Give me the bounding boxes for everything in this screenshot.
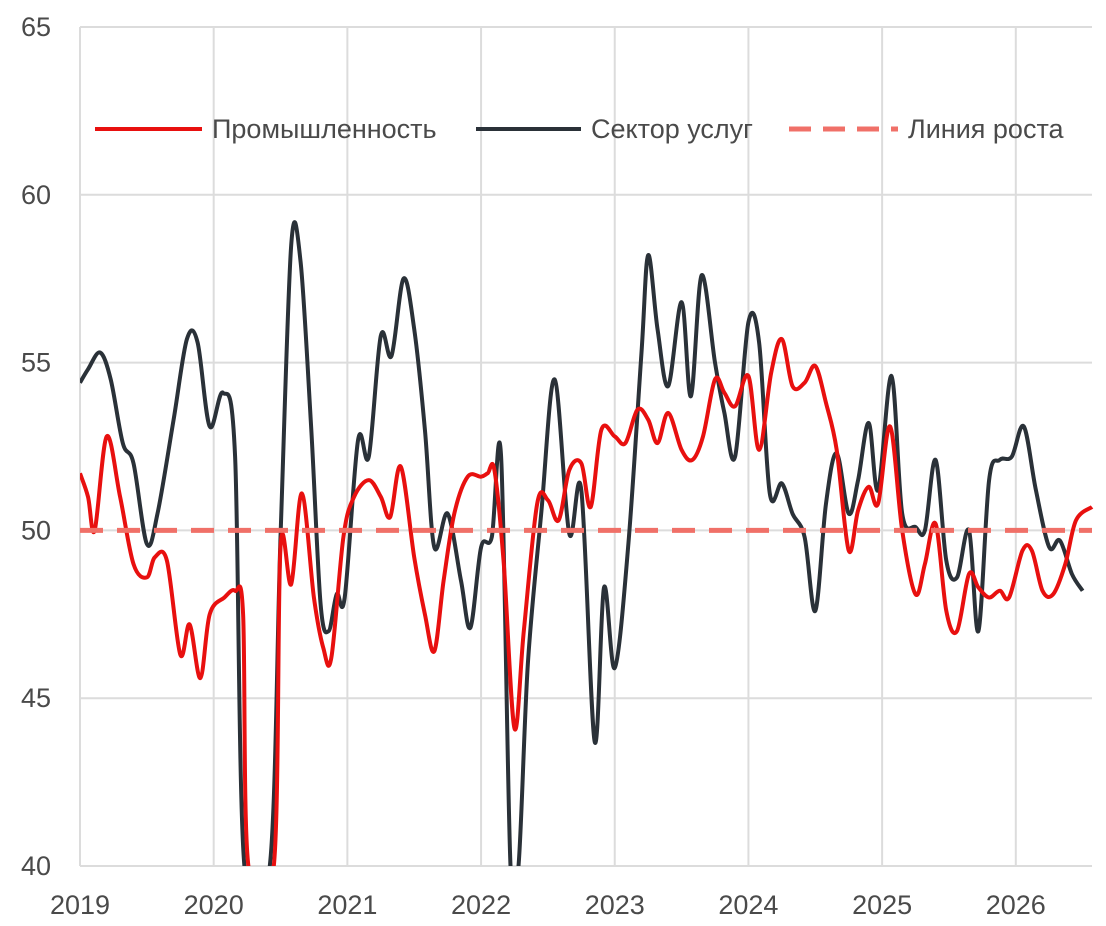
y-tick-label: 55 (21, 348, 51, 378)
legend-label-1: Сектор услуг (591, 114, 753, 144)
series-line-1 (80, 220, 1085, 866)
x-tick-label: 2026 (986, 890, 1046, 920)
x-tick-label: 2023 (585, 890, 645, 920)
grid (79, 26, 1092, 867)
series-lines (80, 220, 1094, 866)
y-tick-label: 45 (21, 683, 51, 713)
series-line-0 (80, 337, 1094, 866)
legend-label-0: Промышленность (212, 114, 437, 144)
y-tick-label: 60 (21, 180, 51, 210)
x-tick-label: 2020 (184, 890, 244, 920)
legend: Промышленность Сектор услуг Линия роста (95, 114, 1065, 144)
x-axis-ticks: 2019 2020 2021 2022 2023 2024 2025 2026 (50, 890, 1046, 920)
x-tick-label: 2021 (317, 890, 377, 920)
y-axis-ticks: 40 45 50 55 60 65 (21, 12, 51, 881)
x-tick-label: 2019 (50, 890, 110, 920)
x-tick-label: 2022 (451, 890, 511, 920)
x-tick-label: 2024 (718, 890, 778, 920)
y-tick-label: 40 (21, 851, 51, 881)
x-tick-label: 2025 (852, 890, 912, 920)
legend-label-2: Линия роста (908, 114, 1065, 144)
y-tick-label: 65 (21, 12, 51, 42)
y-tick-label: 50 (21, 515, 51, 545)
